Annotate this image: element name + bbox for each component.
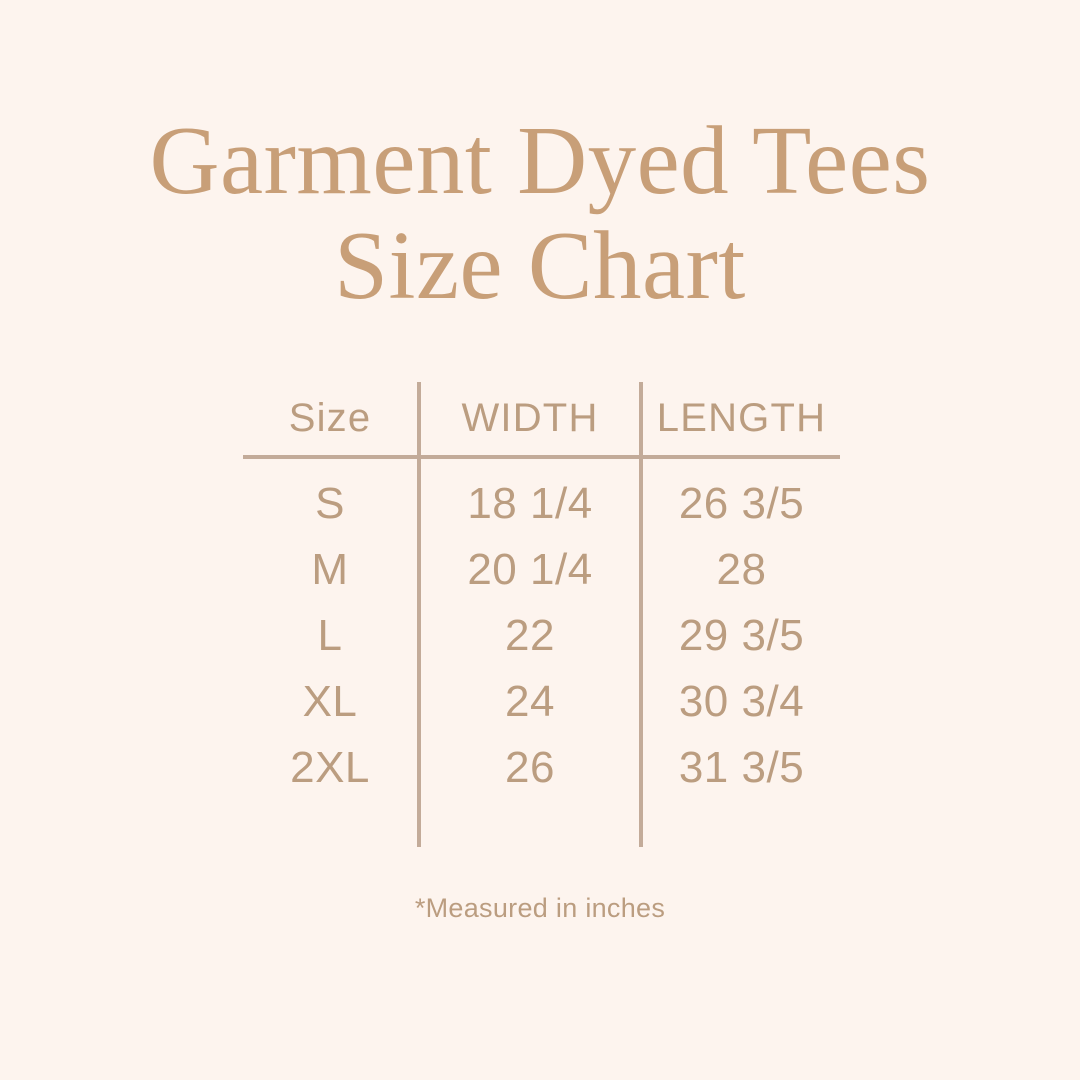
- cell-width: 18 1/4: [417, 457, 641, 537]
- title-line-1: Garment Dyed Tees: [149, 107, 931, 214]
- table-row: M 20 1/4 28: [243, 537, 840, 603]
- cell-size: M: [311, 545, 349, 594]
- table-body: S 18 1/4 26 3/5 M 20 1/4 28 L 22 29 3/5 …: [243, 457, 840, 847]
- table-row: XL 24 30 3/4: [243, 669, 840, 735]
- cell-length: 28: [639, 537, 840, 603]
- table-row: L 22 29 3/5: [243, 603, 840, 669]
- size-table: Size WIDTH LENGTH S 18 1/4 26 3/5 M 20 1…: [243, 382, 840, 847]
- page-title: Garment Dyed Tees Size Chart: [0, 108, 1080, 318]
- cell-size: XL: [302, 677, 358, 726]
- table-header: Size WIDTH LENGTH: [243, 382, 840, 457]
- cell-width: 20 1/4: [417, 537, 641, 603]
- cell-width: 26: [417, 735, 641, 847]
- title-line-2: Size Chart: [334, 212, 746, 319]
- size-table-container: Size WIDTH LENGTH S 18 1/4 26 3/5 M 20 1…: [243, 382, 840, 847]
- cell-length: 26 3/5: [639, 457, 840, 537]
- cell-size: L: [317, 611, 343, 660]
- table-row: S 18 1/4 26 3/5: [243, 457, 840, 537]
- measurement-note: *Measured in inches: [414, 893, 666, 923]
- table-row: 2XL 26 31 3/5: [243, 735, 840, 847]
- cell-length: 30 3/4: [639, 669, 840, 735]
- column-header-length: LENGTH: [639, 382, 840, 457]
- cell-length: 29 3/5: [639, 603, 840, 669]
- cell-size: 2XL: [290, 743, 370, 792]
- column-header-width: WIDTH: [417, 382, 641, 457]
- cell-length: 31 3/5: [639, 735, 840, 847]
- cell-width: 24: [417, 669, 641, 735]
- cell-size: S: [315, 479, 345, 528]
- table-header-row: Size WIDTH LENGTH: [243, 382, 840, 457]
- column-header-size: Size: [288, 396, 372, 440]
- cell-width: 22: [417, 603, 641, 669]
